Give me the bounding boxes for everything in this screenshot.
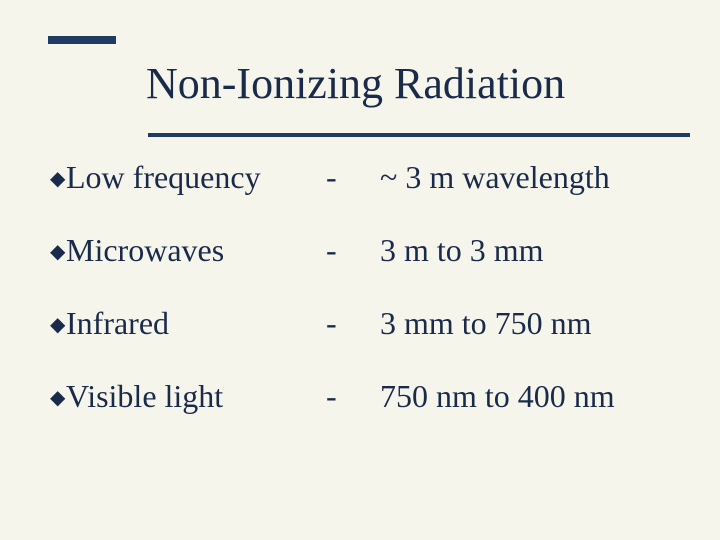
item-separator: - bbox=[326, 232, 380, 269]
item-label: Low frequency bbox=[66, 159, 326, 196]
content-list: ◆ Low frequency - ~ 3 m wavelength ◆ Mic… bbox=[0, 109, 720, 415]
diamond-bullet-icon: ◆ bbox=[50, 242, 66, 262]
item-label: Microwaves bbox=[66, 232, 326, 269]
list-item: ◆ Infrared - 3 mm to 750 nm bbox=[50, 305, 670, 342]
diamond-bullet-icon: ◆ bbox=[50, 169, 66, 189]
list-item: ◆ Microwaves - 3 m to 3 mm bbox=[50, 232, 670, 269]
title-block: Non-Ionizing Radiation bbox=[0, 0, 720, 109]
item-label: Infrared bbox=[66, 305, 326, 342]
diamond-bullet-icon: ◆ bbox=[50, 315, 66, 335]
slide-title: Non-Ionizing Radiation bbox=[0, 20, 720, 109]
item-label: Visible light bbox=[66, 378, 326, 415]
list-item: ◆ Visible light - 750 nm to 400 nm bbox=[50, 378, 670, 415]
item-value: 3 m to 3 mm bbox=[380, 232, 670, 269]
accent-bar-long bbox=[148, 133, 690, 137]
item-value: 750 nm to 400 nm bbox=[380, 378, 670, 415]
item-separator: - bbox=[326, 159, 380, 196]
accent-bar-short bbox=[48, 36, 116, 44]
list-item: ◆ Low frequency - ~ 3 m wavelength bbox=[50, 159, 670, 196]
diamond-bullet-icon: ◆ bbox=[50, 388, 66, 408]
item-value: 3 mm to 750 nm bbox=[380, 305, 670, 342]
item-separator: - bbox=[326, 305, 380, 342]
item-value: ~ 3 m wavelength bbox=[380, 159, 670, 196]
item-separator: - bbox=[326, 378, 380, 415]
